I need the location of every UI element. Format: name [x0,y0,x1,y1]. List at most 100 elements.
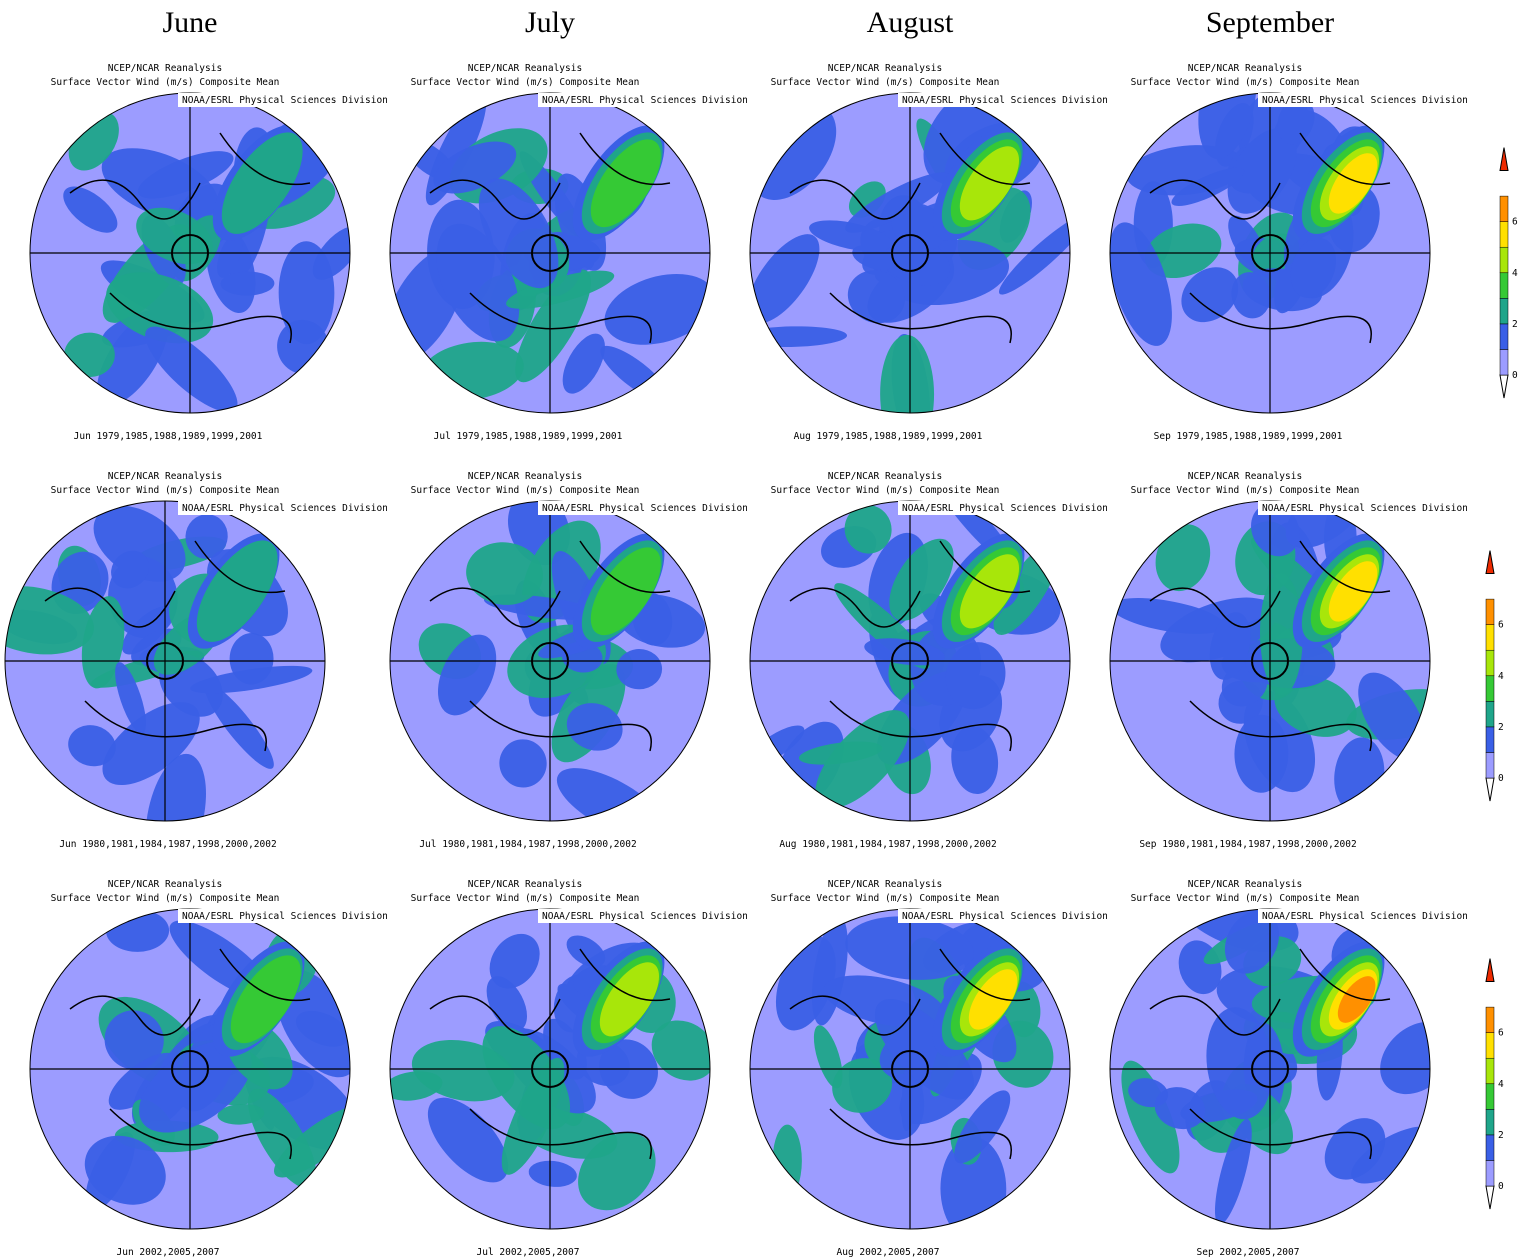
credit-box [1258,93,1430,107]
map-fill [30,93,350,413]
wind-blob [506,270,615,309]
map-fill [5,501,325,821]
wind-blob [815,710,910,809]
caption: Jun 2002,2005,2007 [117,1247,220,1258]
map-fill [750,501,1070,821]
wind-blob [427,1097,509,1183]
credit-box [538,93,710,107]
coast [69,132,311,344]
wind-blob [411,1039,515,1102]
credit-box [898,909,1070,923]
polar-map [749,92,1071,414]
wind-blob [750,234,820,324]
credit-box [538,501,710,515]
wind-blob [998,214,1070,295]
coast [1149,540,1391,752]
map-fill [390,93,710,413]
wind-core [221,132,303,234]
map-fill [1110,909,1430,1229]
credit: NOAA/ESRL Physical Sciences Division [182,95,388,106]
colorbar-tip [1485,550,1495,575]
column-header: August [867,6,954,39]
polar-map [29,92,351,414]
colorbar-cell [1499,221,1509,248]
credit-box [1258,909,1430,923]
wind-core [959,146,1020,221]
panel-subtitle: Surface Vector Wind (m/s) Composite Mean [771,893,1000,904]
caption: Sep 2002,2005,2007 [1197,1247,1300,1258]
coast [789,948,1031,1160]
wind-blob [864,638,945,666]
caption: Jul 1979,1985,1988,1989,1999,2001 [434,431,623,442]
wind-blob [1144,223,1222,279]
panel-subtitle: Surface Vector Wind (m/s) Composite Mean [51,893,280,904]
coast [1149,948,1391,1160]
colorbar-cell [1485,701,1495,728]
wind-blob [951,725,999,795]
panel-subtitle: Surface Vector Wind (m/s) Composite Mean [51,485,280,496]
panel-subtitle: Surface Vector Wind (m/s) Composite Mean [771,485,1000,496]
wind-blob [1181,267,1239,323]
wind-blob [1155,524,1211,592]
caption: Sep 1980,1981,1984,1987,1998,2000,2002 [1139,839,1356,850]
colorbar-label: 0 [1498,773,1504,784]
wind-blob [136,207,213,265]
wind-core [599,962,660,1037]
credit: NOAA/ESRL Physical Sciences Division [542,911,748,922]
colorbar-cell [1499,349,1509,376]
wind-blob [63,186,118,233]
panel-title: NCEP/NCAR Reanalysis [108,879,222,890]
wind-blob [528,1160,577,1187]
wind-blob [845,172,951,233]
wind-blob [889,538,954,621]
credit: NOAA/ESRL Physical Sciences Division [902,911,1108,922]
wind-blob [1154,1087,1206,1130]
colorbar-cell [1485,598,1495,625]
caption: Aug 2002,2005,2007 [837,1247,940,1258]
polar-map [29,908,351,1230]
wind-blob [204,683,274,769]
colorbar-label: 6 [1512,217,1518,228]
wind-core [959,554,1020,629]
wind-blob [247,1088,317,1189]
wind-blob [106,272,214,344]
wind-core [1337,976,1376,1023]
colorbar-label: 4 [1512,268,1518,279]
wind-blob [1251,503,1300,557]
wind-blob [813,1025,843,1089]
panel-subtitle: Surface Vector Wind (m/s) Composite Mean [771,77,1000,88]
colorbar-tip [1485,777,1495,802]
colorbar-label: 6 [1498,620,1504,631]
wind-blob [102,702,200,786]
colorbar-cell [1485,1057,1495,1085]
wind-blob [1198,93,1257,159]
caption: Jul 2002,2005,2007 [477,1247,580,1258]
credit: NOAA/ESRL Physical Sciences Division [1262,95,1468,106]
panel-title: NCEP/NCAR Reanalysis [1188,879,1302,890]
colorbar-cell [1499,246,1509,274]
coast [429,132,671,344]
column-header: September [1206,6,1334,39]
wind-blob [275,969,350,1078]
wind-blob [651,1020,710,1081]
wind-blob [486,976,528,1032]
colorbar-label: 4 [1498,1079,1504,1090]
wind-blob [190,665,313,694]
colorbar-label: 2 [1498,722,1504,733]
map-fill [30,909,350,1229]
wind-core [1328,561,1378,622]
wind-blob [616,649,663,690]
wind-blob [104,1010,164,1070]
panel-subtitle: Surface Vector Wind (m/s) Composite Mean [411,485,640,496]
panel-title: NCEP/NCAR Reanalysis [828,471,942,482]
colorbar-cell [1485,649,1495,677]
colorbar-cell [1485,1160,1495,1187]
wind-blob [1260,573,1303,696]
wind-blob [81,596,125,689]
panel-title: NCEP/NCAR Reanalysis [828,879,942,890]
polar-map [4,500,326,822]
credit: NOAA/ESRL Physical Sciences Division [1262,503,1468,514]
wind-blob [108,1052,179,1110]
coast [44,540,286,752]
panel-title: NCEP/NCAR Reanalysis [1188,63,1302,74]
